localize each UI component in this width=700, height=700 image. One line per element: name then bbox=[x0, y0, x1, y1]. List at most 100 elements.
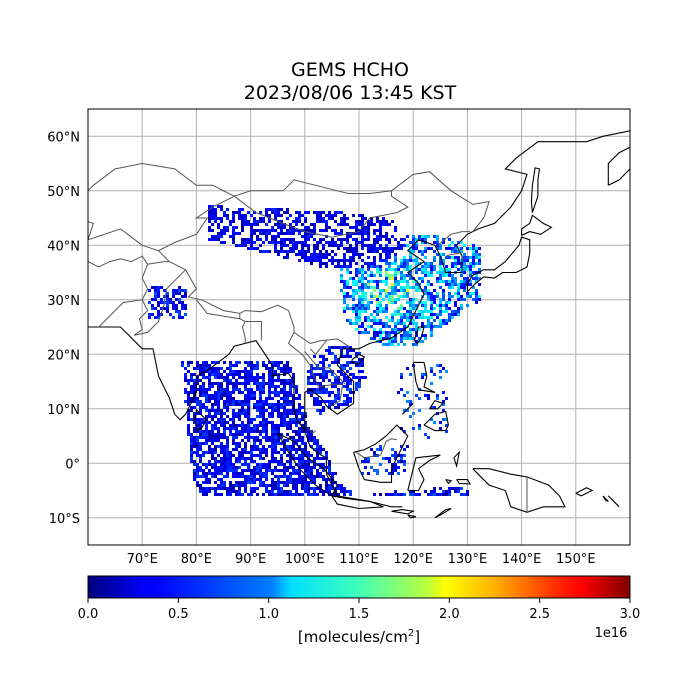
hcho-pixel bbox=[289, 421, 292, 424]
lon-tick-label: 130°E bbox=[448, 552, 488, 567]
hcho-pixel bbox=[307, 232, 310, 235]
hcho-pixel bbox=[241, 409, 244, 412]
hcho-pixel bbox=[289, 412, 292, 415]
hcho-pixel bbox=[262, 376, 265, 379]
hcho-pixel bbox=[172, 307, 175, 310]
hcho-pixel bbox=[214, 214, 217, 217]
hcho-pixel bbox=[295, 244, 298, 247]
hcho-pixel bbox=[382, 247, 385, 250]
hcho-pixel bbox=[250, 232, 253, 235]
hcho-pixel bbox=[268, 232, 271, 235]
hcho-pixel bbox=[421, 373, 424, 376]
hcho-pixel bbox=[316, 445, 319, 448]
hcho-pixel bbox=[274, 388, 277, 391]
hcho-pixel bbox=[244, 400, 247, 403]
hcho-pixel bbox=[307, 466, 310, 469]
hcho-pixel bbox=[400, 271, 403, 274]
hcho-pixel bbox=[262, 229, 265, 232]
hcho-pixel bbox=[436, 493, 439, 496]
hcho-pixel bbox=[256, 385, 259, 388]
hcho-pixel bbox=[343, 355, 346, 358]
hcho-pixel bbox=[244, 394, 247, 397]
hcho-pixel bbox=[196, 397, 199, 400]
hcho-pixel bbox=[364, 319, 367, 322]
hcho-pixel bbox=[460, 295, 463, 298]
hcho-pixel bbox=[328, 406, 331, 409]
hcho-pixel bbox=[361, 295, 364, 298]
hcho-pixel bbox=[253, 439, 256, 442]
hcho-pixel bbox=[181, 307, 184, 310]
hcho-pixel bbox=[244, 475, 247, 478]
hcho-pixel bbox=[310, 487, 313, 490]
hcho-pixel bbox=[238, 217, 241, 220]
hcho-pixel bbox=[301, 250, 304, 253]
hcho-pixel bbox=[295, 490, 298, 493]
hcho-pixel bbox=[430, 247, 433, 250]
hcho-pixel bbox=[253, 367, 256, 370]
hcho-pixel bbox=[343, 292, 346, 295]
hcho-pixel bbox=[376, 235, 379, 238]
hcho-pixel bbox=[190, 379, 193, 382]
hcho-pixel bbox=[388, 286, 391, 289]
hcho-pixel bbox=[253, 481, 256, 484]
hcho-pixel bbox=[286, 232, 289, 235]
hcho-pixel bbox=[226, 472, 229, 475]
hcho-pixel bbox=[424, 235, 427, 238]
hcho-pixel bbox=[262, 415, 265, 418]
hcho-pixel bbox=[394, 262, 397, 265]
hcho-pixel bbox=[301, 454, 304, 457]
hcho-pixel bbox=[430, 301, 433, 304]
hcho-pixel bbox=[268, 466, 271, 469]
hcho-pixel bbox=[262, 424, 265, 427]
hcho-pixel bbox=[373, 265, 376, 268]
hcho-pixel bbox=[286, 397, 289, 400]
hcho-pixel bbox=[364, 304, 367, 307]
hcho-pixel bbox=[172, 304, 175, 307]
hcho-pixel bbox=[454, 259, 457, 262]
hcho-pixel bbox=[391, 448, 394, 451]
hcho-pixel bbox=[430, 490, 433, 493]
hcho-pixel bbox=[283, 241, 286, 244]
hcho-pixel bbox=[349, 256, 352, 259]
hcho-pixel bbox=[454, 490, 457, 493]
hcho-pixel bbox=[238, 415, 241, 418]
hcho-pixel bbox=[457, 283, 460, 286]
hcho-pixel bbox=[298, 418, 301, 421]
hcho-pixel bbox=[208, 226, 211, 229]
hcho-pixel bbox=[310, 394, 313, 397]
hcho-pixel bbox=[448, 268, 451, 271]
hcho-pixel bbox=[454, 292, 457, 295]
hcho-pixel bbox=[367, 307, 370, 310]
hcho-pixel bbox=[403, 292, 406, 295]
hcho-pixel bbox=[187, 379, 190, 382]
hcho-pixel bbox=[229, 469, 232, 472]
hcho-pixel bbox=[208, 469, 211, 472]
hcho-pixel bbox=[385, 334, 388, 337]
hcho-pixel bbox=[292, 478, 295, 481]
hcho-pixel bbox=[334, 394, 337, 397]
hcho-pixel bbox=[355, 223, 358, 226]
hcho-pixel bbox=[151, 304, 154, 307]
hcho-pixel bbox=[199, 385, 202, 388]
hcho-pixel bbox=[193, 406, 196, 409]
hcho-pixel bbox=[286, 391, 289, 394]
hcho-pixel bbox=[205, 442, 208, 445]
hcho-pixel bbox=[250, 457, 253, 460]
hcho-pixel bbox=[448, 319, 451, 322]
hcho-pixel bbox=[424, 304, 427, 307]
lat-tick-label: 60°N bbox=[47, 130, 80, 145]
hcho-pixel bbox=[376, 472, 379, 475]
hcho-pixel bbox=[403, 331, 406, 334]
lat-tick-label: 10°S bbox=[49, 512, 80, 527]
hcho-pixel bbox=[262, 379, 265, 382]
hcho-pixel bbox=[328, 466, 331, 469]
hcho-pixel bbox=[223, 388, 226, 391]
hcho-pixel bbox=[454, 265, 457, 268]
hcho-pixel bbox=[268, 397, 271, 400]
hcho-pixel bbox=[427, 295, 430, 298]
hcho-pixel bbox=[409, 493, 412, 496]
hcho-pixel bbox=[232, 436, 235, 439]
hcho-pixel bbox=[397, 280, 400, 283]
colorbar-tick-label: 0.0 bbox=[78, 607, 99, 622]
hcho-pixel bbox=[325, 358, 328, 361]
